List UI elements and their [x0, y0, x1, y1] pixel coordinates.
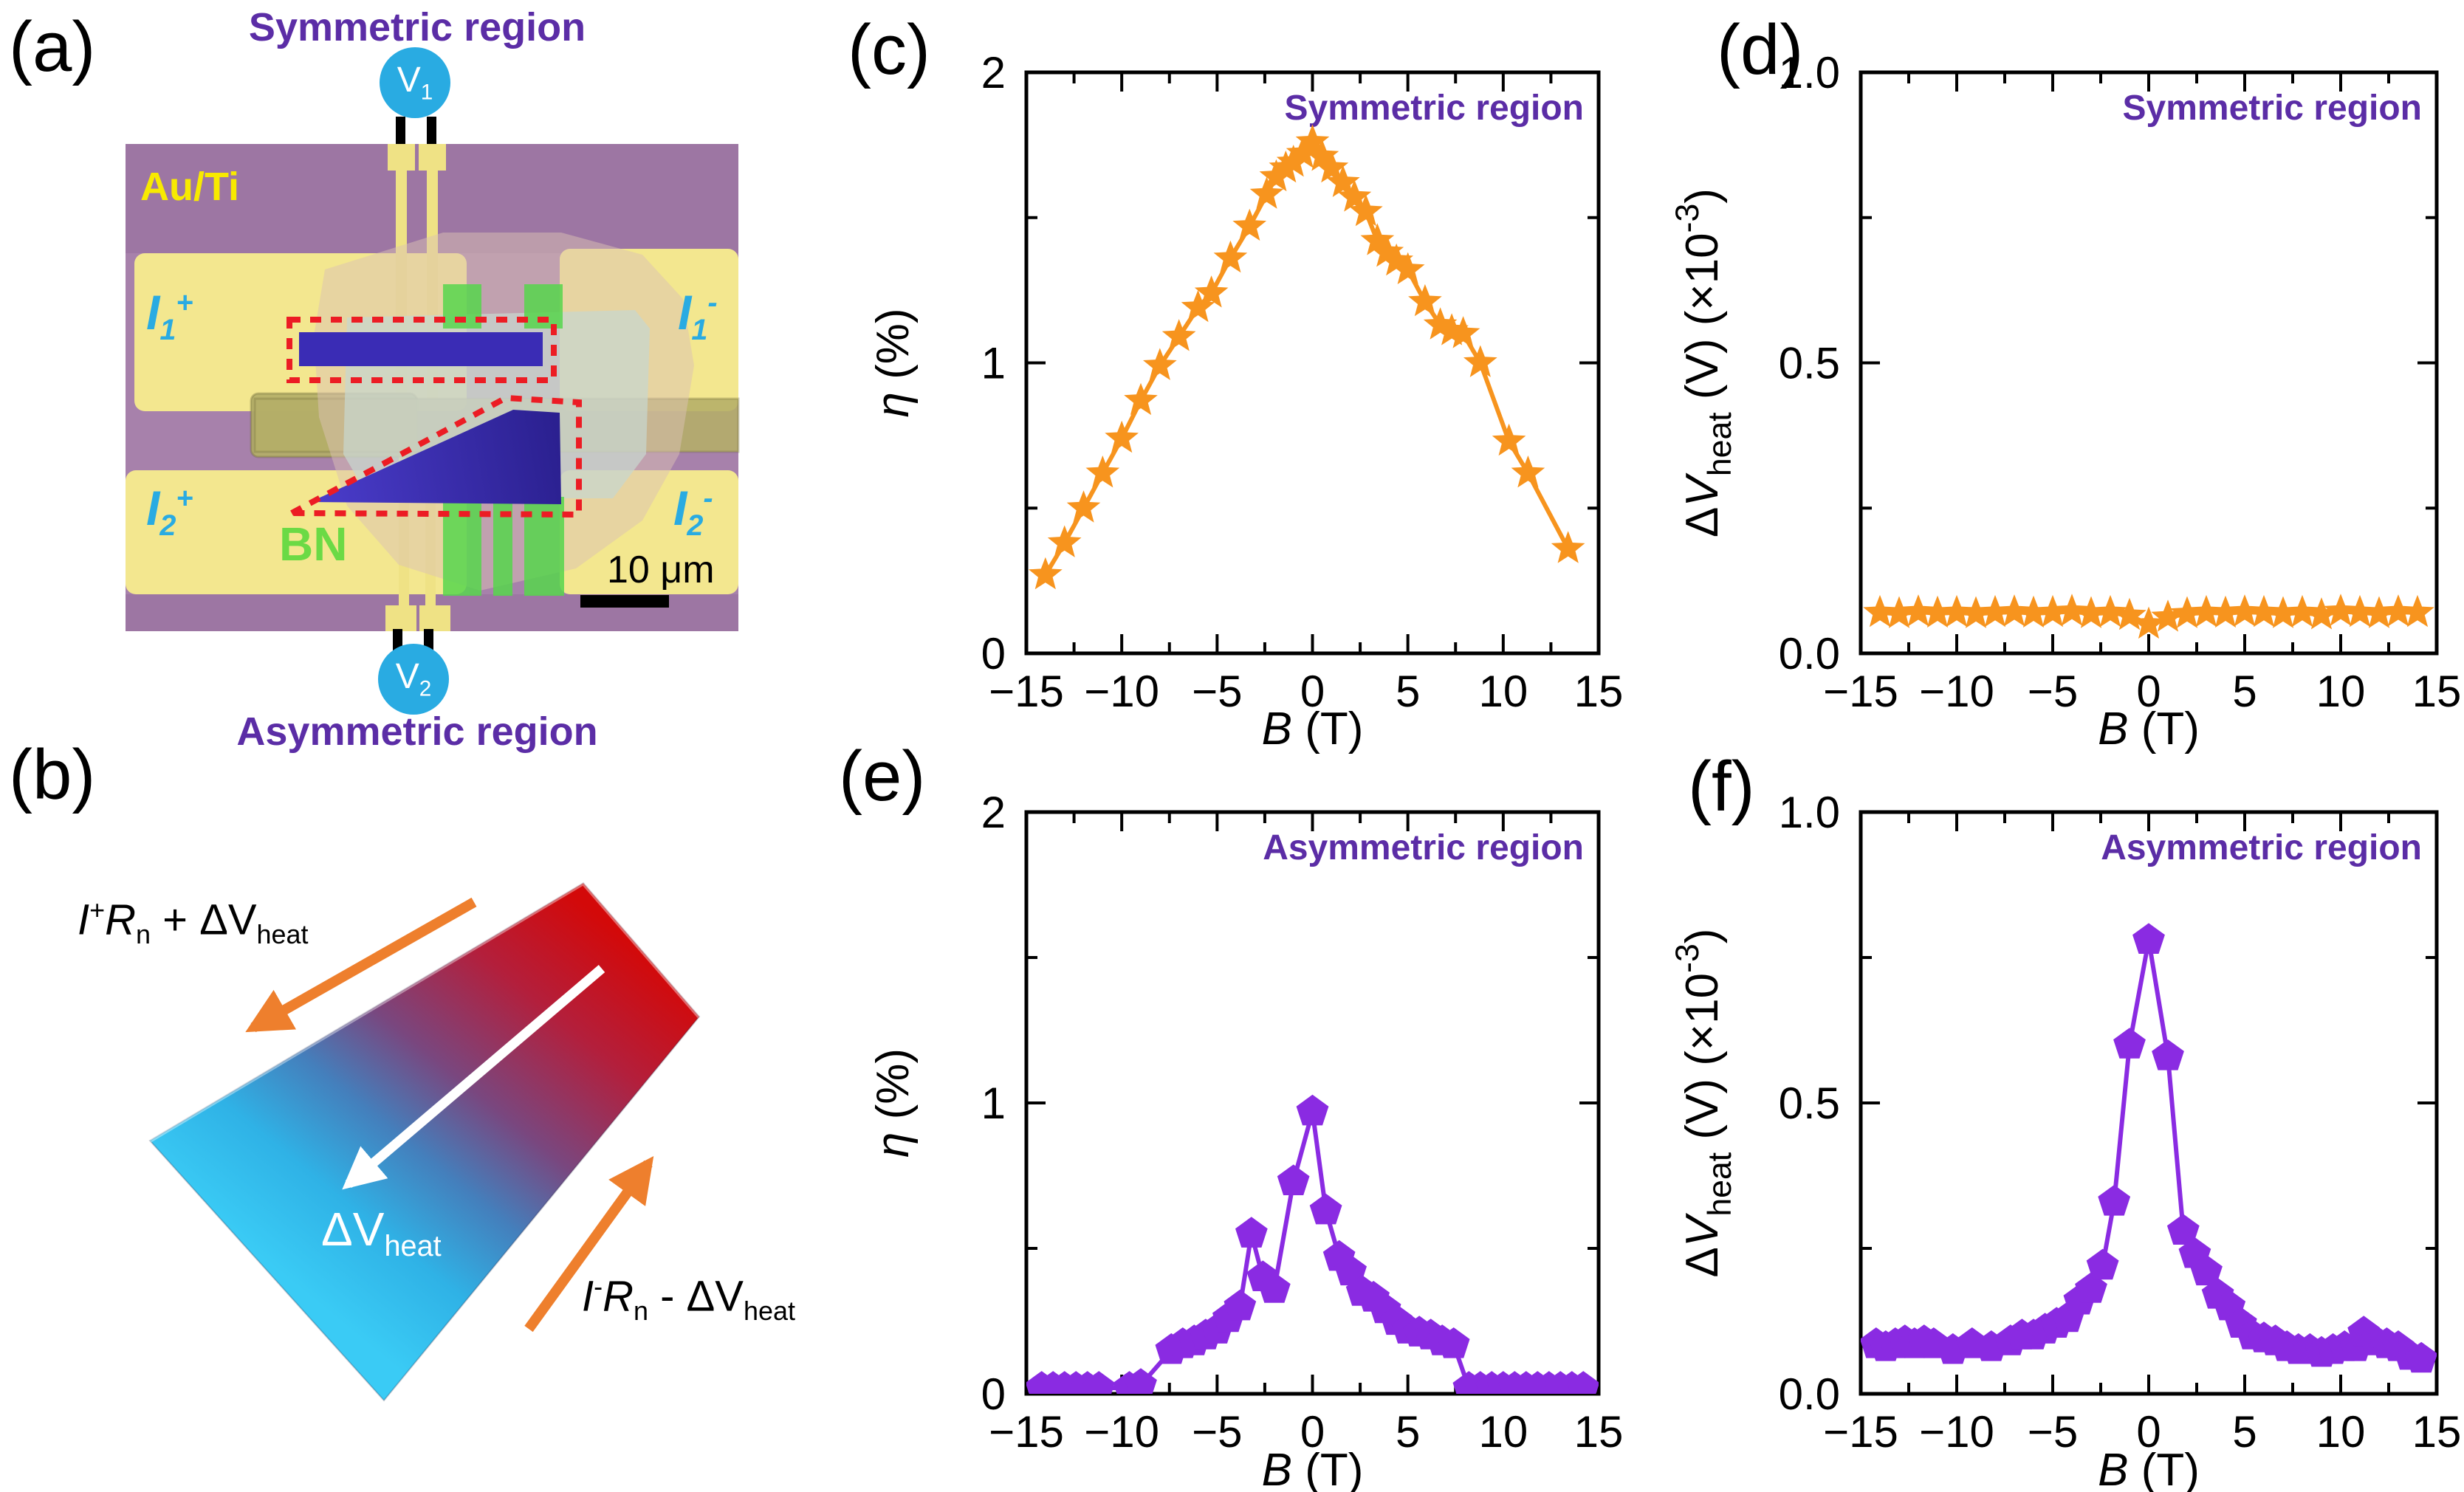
hot-edge-arrow-icon — [245, 897, 477, 1033]
svg-text:0.0: 0.0 — [1779, 1369, 1840, 1419]
terminal-i1-plus: I1+ — [146, 285, 193, 347]
svg-text:0.0: 0.0 — [1779, 629, 1840, 678]
symmetric-region-outline — [286, 317, 557, 383]
svg-text:−15: −15 — [989, 1407, 1064, 1457]
panel-letter-f: (f) — [1688, 747, 1755, 826]
voltage-probe-v1: V1 — [380, 47, 450, 118]
svg-text:−5: −5 — [2028, 667, 2078, 716]
svg-text:5: 5 — [2232, 1407, 2257, 1457]
svg-text:2: 2 — [981, 788, 1006, 837]
terminal-i1-minus: I1- — [678, 285, 718, 347]
hot-edge-voltage-label: I+Rn + ΔVheat — [78, 895, 309, 949]
svg-text:0: 0 — [1300, 667, 1325, 716]
svg-text:15: 15 — [1574, 1407, 1624, 1457]
cold-edge-arrow-icon — [524, 1156, 654, 1333]
svg-text:Asymmetric region: Asymmetric region — [2101, 828, 2422, 867]
svg-text:−10: −10 — [1084, 1407, 1159, 1457]
symmetric-flake-blue — [299, 332, 543, 366]
svg-text:0: 0 — [2136, 667, 2161, 716]
svg-text:0: 0 — [1300, 1407, 1325, 1457]
svg-text:B (T): B (T) — [2098, 1445, 2200, 1492]
panel-letter-a: (a) — [9, 7, 96, 86]
svg-text:−10: −10 — [1919, 667, 1994, 716]
svg-text:η (%): η (%) — [868, 308, 919, 417]
device-micrograph-image — [126, 144, 740, 631]
svg-text:1.0: 1.0 — [1779, 788, 1840, 837]
svg-text:15: 15 — [2412, 667, 2462, 716]
svg-text:1: 1 — [981, 1079, 1006, 1128]
svg-text:0.5: 0.5 — [1779, 339, 1840, 388]
svg-text:0: 0 — [981, 1369, 1006, 1419]
cold-edge-voltage-label: I-Rn - ΔVheat — [582, 1271, 795, 1326]
svg-text:10: 10 — [1478, 1407, 1528, 1457]
chart-d-dvheat-vs-B-symmetric: −15 −10 −5 0 5 10 15 0.0 0.5 1.0 B (T) ΔVheat (V) (… — [1669, 48, 2462, 754]
svg-text:15: 15 — [1574, 667, 1624, 716]
svg-text:5: 5 — [1396, 667, 1420, 716]
slab-bevel-highlight — [148, 880, 701, 1143]
heat-voltage-label: ΔVheat — [321, 1203, 442, 1262]
chart-e-eta-vs-B-asymmetric: −15 −10 −5 0 5 10 15 0 1 2 B (T) η (%) Asymmetric re… — [868, 788, 1624, 1492]
svg-text:10: 10 — [1478, 667, 1528, 716]
au-ti-label: Au/Ti — [140, 165, 239, 209]
svg-text:5: 5 — [1396, 1407, 1420, 1457]
svg-text:B (T): B (T) — [2098, 704, 2200, 754]
svg-text:ΔVheat (V) (×10-3): ΔVheat (V) (×10-3) — [1669, 929, 1738, 1278]
chart-c-eta-vs-B-symmetric: −15 −10 −5 0 5 10 15 0 1 2 B (T) η (%) Symmetric reg… — [868, 48, 1624, 754]
svg-text:5: 5 — [2232, 667, 2257, 716]
svg-text:1: 1 — [981, 339, 1006, 388]
chart-f-dvheat-vs-B-asymmetric: −15 −10 −5 0 5 10 15 0.0 0.5 1.0 B (T) ΔVheat (V) (… — [1669, 788, 2462, 1492]
svg-text:−10: −10 — [1919, 1407, 1994, 1457]
voltage-probe-v2: V2 — [378, 644, 449, 715]
svg-text:Asymmetric region: Asymmetric region — [1263, 828, 1584, 867]
svg-text:−5: −5 — [1192, 667, 1242, 716]
svg-text:ΔVheat (V) (×10-3): ΔVheat (V) (×10-3) — [1669, 188, 1738, 537]
panel-letter-e: (e) — [839, 737, 926, 816]
svg-text:1.0: 1.0 — [1779, 48, 1840, 97]
scale-bar — [580, 595, 669, 608]
panel-b-schematic — [148, 880, 701, 1402]
asymmetric-region-title: Asymmetric region — [236, 709, 598, 754]
heat-flow-arrow-icon — [342, 965, 605, 1190]
svg-text:Symmetric region: Symmetric region — [1285, 89, 1584, 128]
svg-text:−15: −15 — [1823, 667, 1898, 716]
panel-letter-c: (c) — [848, 10, 930, 89]
thermal-gradient-slab — [148, 881, 701, 1402]
svg-text:−5: −5 — [2028, 1407, 2078, 1457]
v1-lead-right — [427, 117, 436, 149]
svg-text:10: 10 — [2316, 1407, 2366, 1457]
svg-text:0: 0 — [981, 629, 1006, 678]
svg-text:B (T): B (T) — [1262, 704, 1364, 754]
svg-text:B (T): B (T) — [1262, 1445, 1364, 1492]
bn-label: BN — [279, 518, 348, 571]
asymmetric-flake-blue — [310, 410, 561, 504]
v2-label: V2 — [395, 657, 432, 701]
svg-text:Symmetric region: Symmetric region — [2123, 89, 2422, 128]
svg-text:0: 0 — [2136, 1407, 2161, 1457]
svg-text:2: 2 — [981, 48, 1006, 97]
svg-text:η (%): η (%) — [868, 1048, 919, 1158]
svg-text:−5: −5 — [1192, 1407, 1242, 1457]
panel-letter-d: (d) — [1717, 10, 1804, 89]
svg-text:−15: −15 — [989, 667, 1064, 716]
svg-text:−15: −15 — [1823, 1407, 1898, 1457]
symmetric-region-title: Symmetric region — [248, 5, 586, 49]
v1-label: V1 — [397, 61, 433, 105]
svg-text:−10: −10 — [1084, 667, 1159, 716]
asymmetric-region-outline — [290, 394, 582, 518]
svg-text:0.5: 0.5 — [1779, 1079, 1840, 1128]
svg-text:10: 10 — [2316, 667, 2366, 716]
svg-text:15: 15 — [2412, 1407, 2462, 1457]
terminal-i2-plus: I2+ — [146, 481, 193, 543]
panel-letter-b: (b) — [9, 735, 96, 814]
v1-lead-left — [396, 117, 405, 149]
terminal-i2-minus: I2- — [673, 481, 713, 543]
scale-bar-text: 10 μm — [607, 549, 715, 591]
